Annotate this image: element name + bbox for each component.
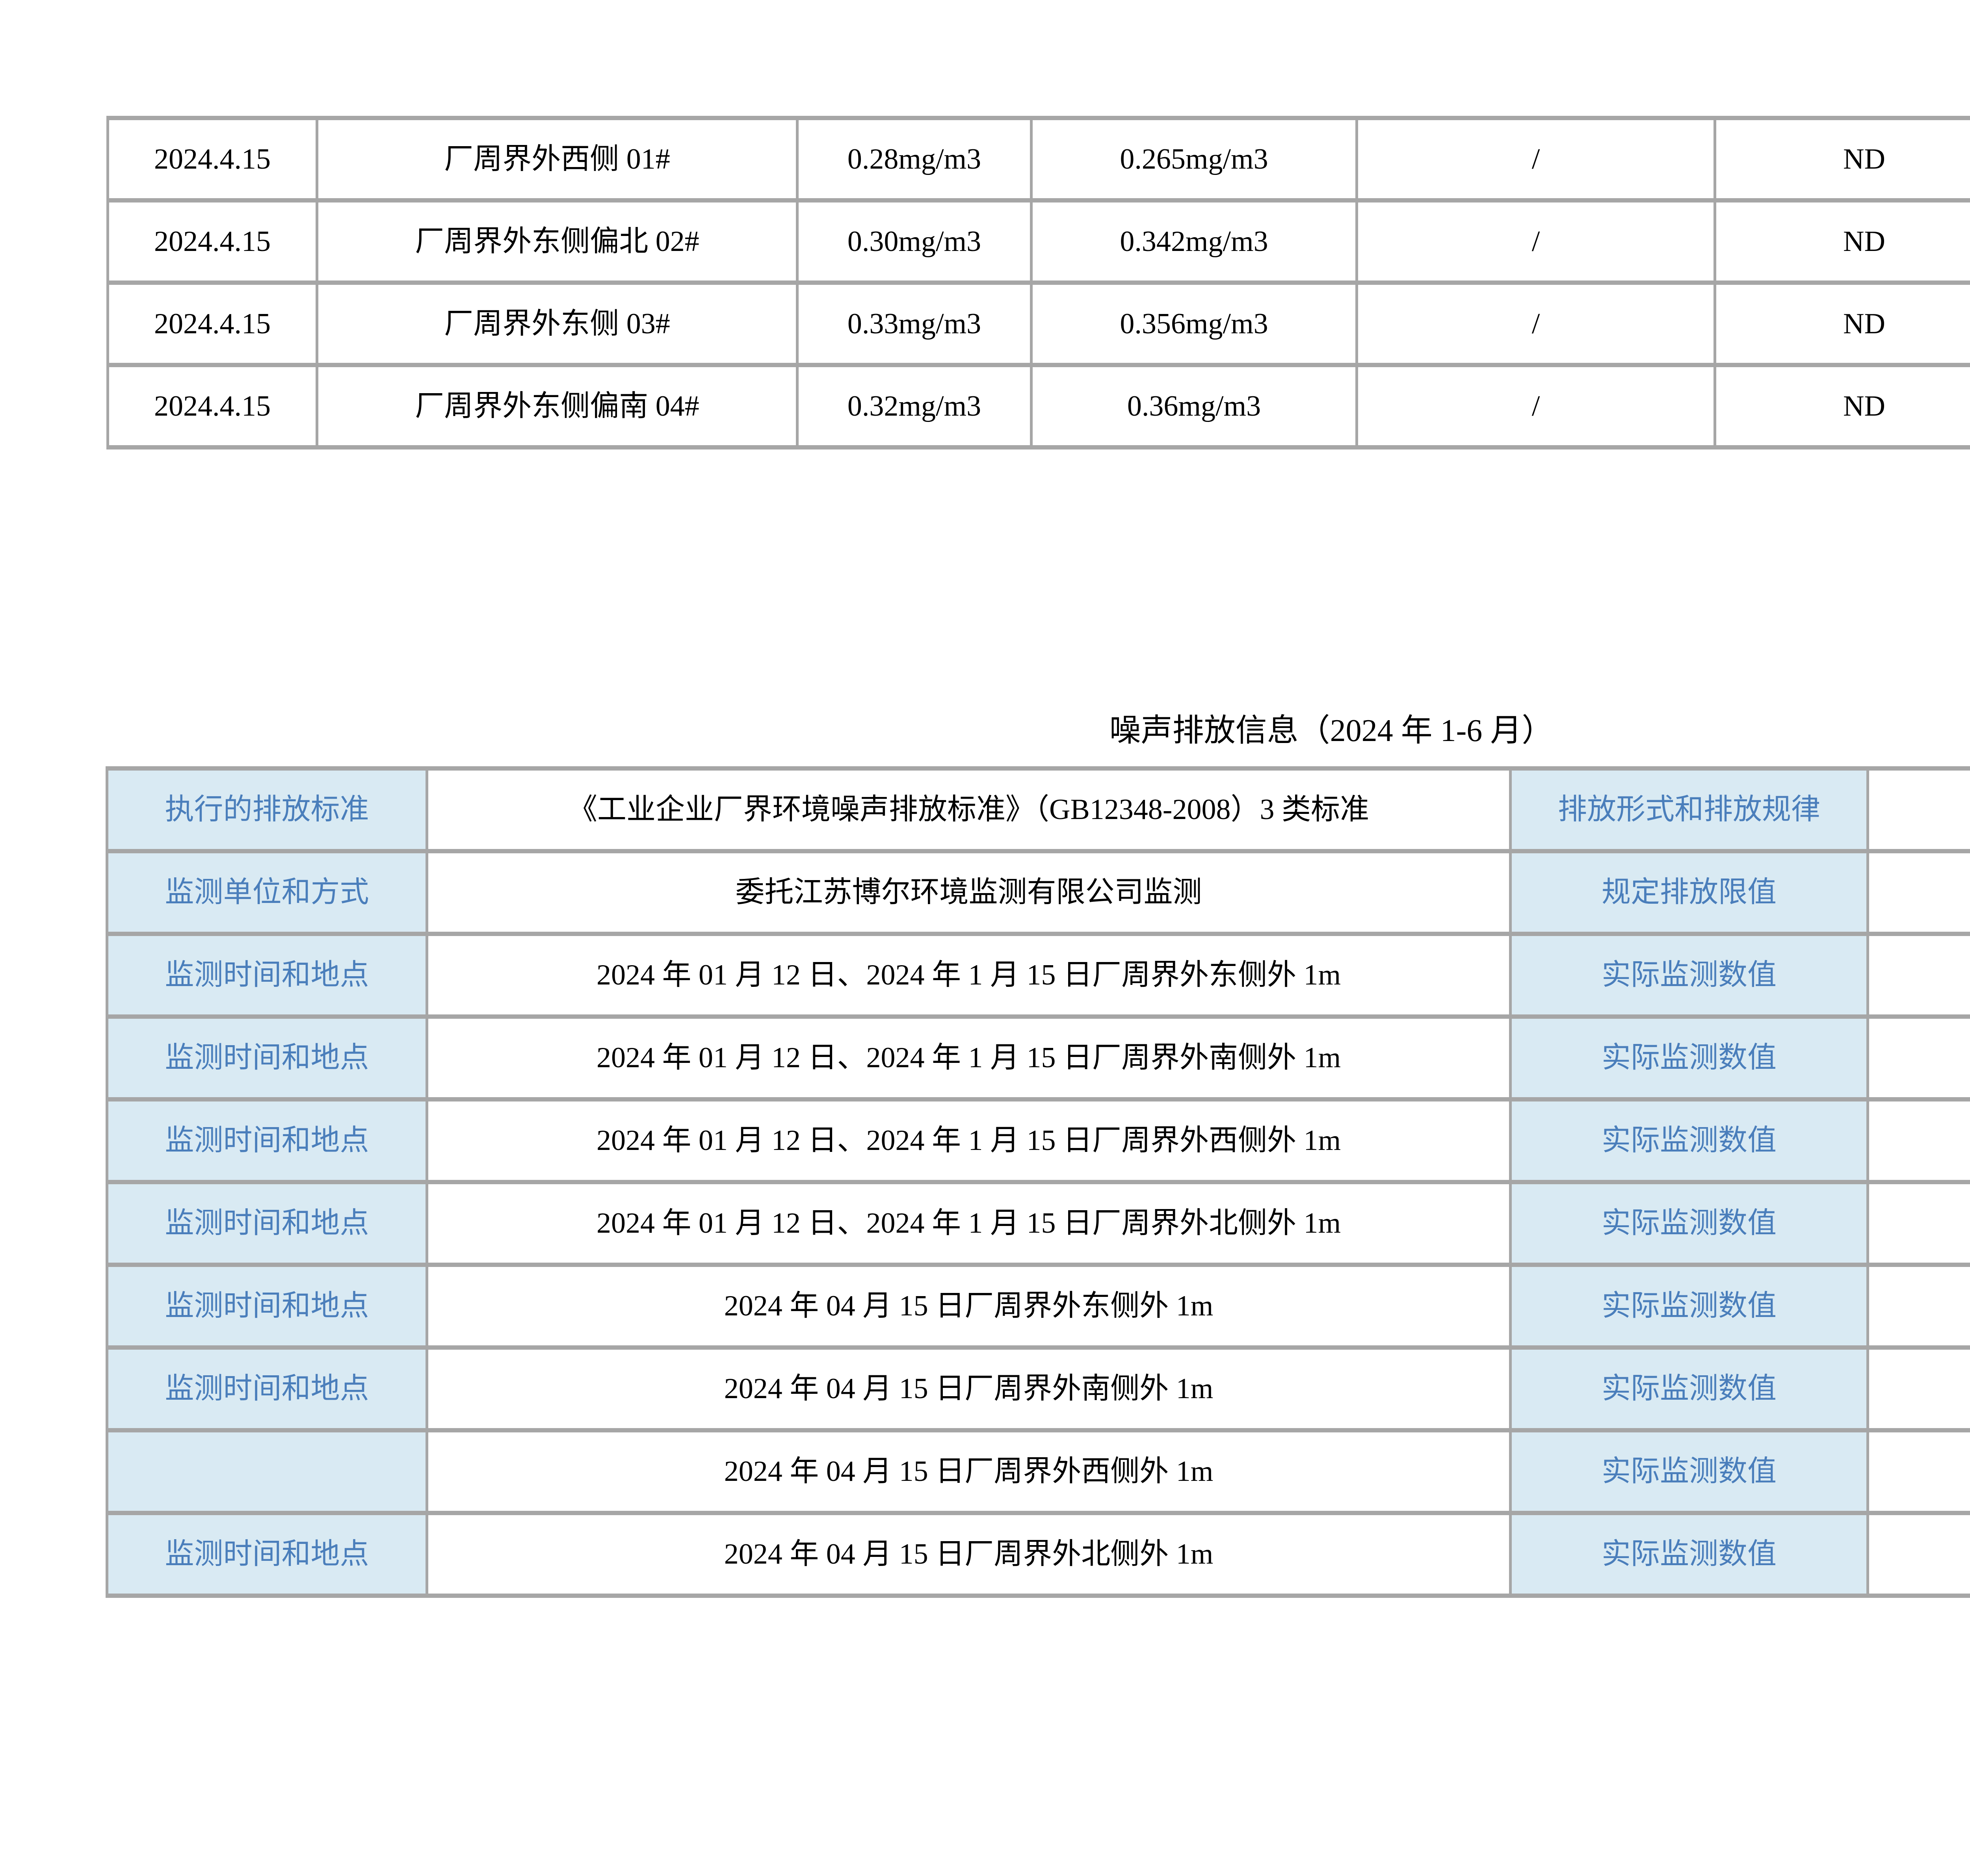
row-value-cell: 昼间≤65 分贝，夜间≤55 分贝 [1866,849,1970,936]
row-label-cell [106,1428,428,1515]
row-label-cell: 监测时间和地点 [106,1345,428,1432]
row-value-cell: 2024 年 04 月 15 日厂周界外南侧外 1m [426,1345,1512,1432]
location-cell: 厂周界外东侧偏北 02# [316,198,799,285]
row-value-cell: 昼间 51.9 分贝，夜间 47.7 分贝； [1866,1428,1970,1515]
concentration-cell: 0.342mg/m3 [1030,198,1358,285]
table-row: 监测时间和地点 2024 年 01 月 12 日、2024 年 1 月 15 日… [106,1014,1970,1101]
noise-section-title: 噪声排放信息（2024 年 1-6 月） [1109,713,1554,748]
row-value-cell: 无组织排放，间接排放； [1866,766,1970,853]
slash-cell: / [1355,116,1716,202]
slash-cell: / [1355,198,1716,285]
table-row: 2024.4.15 厂周界外东侧偏南 04# 0.32mg/m3 0.36mg/… [106,363,1970,449]
row-value-cell: 2024 年 04 月 15 日厂周界外东侧外 1m [426,1263,1512,1350]
row-label-cell: 执行的排放标准 [106,766,428,853]
table-row: 监测单位和方式 委托江苏博尔环境监测有限公司监测 规定排放限值 昼间≤65 分贝… [106,849,1970,936]
concentration-cell: 0.265mg/m3 [1030,116,1358,202]
table-row: 2024.4.15 厂周界外西侧 01# 0.28mg/m3 0.265mg/m… [106,116,1970,202]
table-row: 监测时间和地点 2024 年 04 月 15 日厂周界外东侧外 1m 实际监测数… [106,1263,1970,1350]
location-cell: 厂周界外西侧 01# [316,116,799,202]
date-cell: 2024.4.15 [106,116,318,202]
row-label-cell: 实际监测数值 [1509,1014,1869,1101]
date-cell: 2024.4.15 [106,198,318,285]
row-label-cell: 实际监测数值 [1509,1345,1869,1432]
row-value-cell: 2024 年 01 月 12 日、2024 年 1 月 15 日厂周界外西侧外 … [426,1097,1512,1184]
row-value-cell: 昼间 52.5 分贝，夜间 48.3 分贝； [1866,1511,1970,1598]
row-label-cell: 监测时间和地点 [106,1014,428,1101]
date-cell: 2024.4.15 [106,280,318,367]
concentration-cell: 0.28mg/m3 [796,116,1033,202]
row-label-cell: 监测时间和地点 [106,1097,428,1184]
row-label-cell: 监测单位和方式 [106,849,428,936]
row-label-cell: 监测时间和地点 [106,1180,428,1267]
nd-cell: ND [1714,280,1970,367]
table-row: 监测时间和地点 2024 年 01 月 12 日、2024 年 1 月 15 日… [106,932,1970,1019]
row-label-cell: 监测时间和地点 [106,932,428,1019]
concentration-cell: 0.30mg/m3 [796,198,1033,285]
nd-cell: ND [1714,198,1970,285]
location-cell: 厂周界外东侧 03# [316,280,799,367]
row-label-cell: 实际监测数值 [1509,1428,1869,1515]
row-value-cell: 2024 年 01 月 12 日、2024 年 1 月 15 日厂周界外东侧外 … [426,932,1512,1019]
row-value-cell: 2024 年 04 月 15 日厂周界外西侧外 1m [426,1428,1512,1515]
noise-info-table: 执行的排放标准 《工业企业厂界环境噪声排放标准》（GB12348-2008）3 … [106,766,1970,1598]
row-label-cell: 实际监测数值 [1509,1180,1869,1267]
table-row: 监测时间和地点 2024 年 01 月 12 日、2024 年 1 月 15 日… [106,1180,1970,1267]
row-value-cell: 昼间 58 分贝，夜间 45.9 分贝； [1866,1014,1970,1101]
nd-cell: ND [1714,116,1970,202]
table-row: 监测时间和地点 2024 年 04 月 15 日厂周界外北侧外 1m 实际监测数… [106,1511,1970,1598]
date-cell: 2024.4.15 [106,363,318,449]
row-value-cell: 2024 年 01 月 12 日、2024 年 1 月 15 日厂周界外南侧外 … [426,1014,1512,1101]
table-row: 2024.4.15 厂周界外东侧 03# 0.33mg/m3 0.356mg/m… [106,280,1970,367]
row-label-cell: 排放形式和排放规律 [1509,766,1869,853]
row-value-cell: 2024 年 04 月 15 日厂周界外北侧外 1m [426,1511,1512,1598]
row-value-cell: 昼间 56.9 分贝，夜间 46.7 分贝； [1866,1180,1970,1267]
air-monitoring-table: 2024.4.15 厂周界外西侧 01# 0.28mg/m3 0.265mg/m… [106,116,1970,449]
table-row: 执行的排放标准 《工业企业厂界环境噪声排放标准》（GB12348-2008）3 … [106,766,1970,853]
slash-cell: / [1355,280,1716,367]
row-value-cell: 2024 年 01 月 12 日、2024 年 1 月 15 日厂周界外北侧外 … [426,1180,1512,1267]
row-label-cell: 实际监测数值 [1509,1263,1869,1350]
concentration-cell: 0.32mg/m3 [796,363,1033,449]
concentration-cell: 0.356mg/m3 [1030,280,1358,367]
row-label-cell: 监测时间和地点 [106,1511,428,1598]
table-row: 监测时间和地点 2024 年 04 月 15 日厂周界外南侧外 1m 实际监测数… [106,1345,1970,1432]
nd-cell: ND [1714,363,1970,449]
row-value-cell: 昼间 57.4 分贝，夜间 46.8 分贝； [1866,932,1970,1019]
concentration-cell: 0.33mg/m3 [796,280,1033,367]
row-label-cell: 实际监测数值 [1509,1511,1869,1598]
row-value-cell: 昼间 50.5 分贝，夜间 46.2 分贝； [1866,1263,1970,1350]
row-value-cell: 委托江苏博尔环境监测有限公司监测 [426,849,1512,936]
row-label-cell: 实际监测数值 [1509,1097,1869,1184]
table-row: 监测时间和地点 2024 年 01 月 12 日、2024 年 1 月 15 日… [106,1097,1970,1184]
table-row: 2024 年 04 月 15 日厂周界外西侧外 1m 实际监测数值 昼间 51.… [106,1428,1970,1515]
row-label-cell: 规定排放限值 [1509,849,1869,936]
row-label-cell: 监测时间和地点 [106,1263,428,1350]
row-value-cell: 昼间 56.1 分贝，夜间 48.4 分贝； [1866,1097,1970,1184]
location-cell: 厂周界外东侧偏南 04# [316,363,799,449]
table-row: 2024.4.15 厂周界外东侧偏北 02# 0.30mg/m3 0.342mg… [106,198,1970,285]
row-value-cell: 《工业企业厂界环境噪声排放标准》（GB12348-2008）3 类标准 [426,766,1512,853]
row-label-cell: 实际监测数值 [1509,932,1869,1019]
row-value-cell: 昼间 51.1 分贝，夜间 47.1 分贝； [1866,1345,1970,1432]
concentration-cell: 0.36mg/m3 [1030,363,1358,449]
slash-cell: / [1355,363,1716,449]
